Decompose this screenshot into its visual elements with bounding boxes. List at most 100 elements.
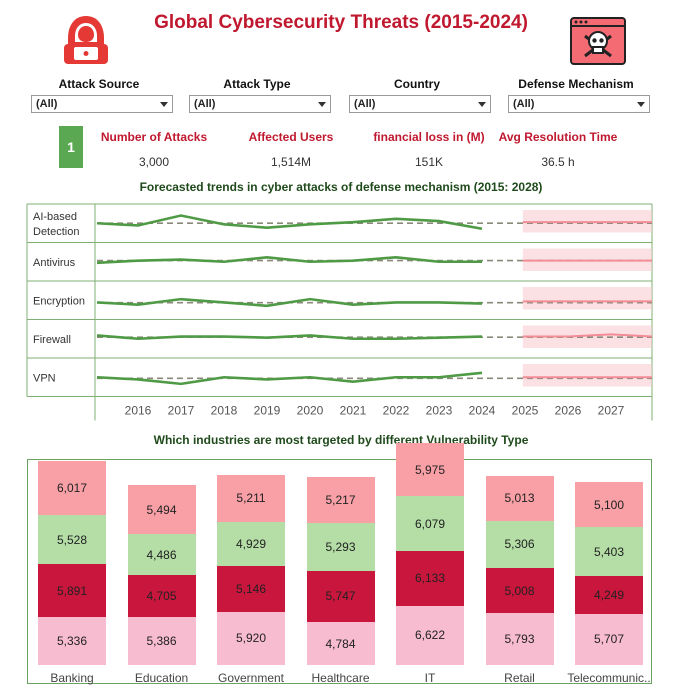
bar-segment[interactable] [127, 485, 196, 535]
bar-value-label: 4,705 [146, 588, 177, 603]
bar-segment[interactable] [396, 550, 464, 606]
series-line-0 [96, 214, 483, 231]
bar-value-label: 5,975 [414, 462, 446, 477]
kpi-index-badge: 1 [59, 126, 83, 168]
category-label: Telecommunic.. [567, 671, 651, 685]
filter-dropdown-3[interactable]: (All) [508, 95, 650, 113]
bar-value-label: 6,133 [414, 571, 446, 586]
bar-value-label: 5,146 [235, 581, 267, 596]
kpi-label-3: Avg Resolution Time [498, 130, 618, 144]
series-line-4 [96, 371, 483, 386]
year-tick-label: 2023 [426, 404, 453, 418]
year-tick-label: 2027 [598, 404, 625, 418]
bar-segment[interactable] [306, 622, 375, 665]
year-tick-label: 2024 [469, 404, 496, 418]
bar-value-label: 6,622 [414, 628, 446, 643]
filter-label-0: Attack Source [58, 77, 140, 91]
bar-value-label: 4,784 [325, 636, 356, 651]
bar-segment[interactable] [575, 613, 643, 665]
bar-segment[interactable] [38, 461, 106, 515]
bar-segment[interactable] [396, 442, 464, 497]
series-line-3 [96, 334, 483, 341]
forecast-line-3 [522, 333, 653, 338]
filter-label-2: Country [394, 77, 440, 91]
chevron-down-icon [637, 102, 645, 107]
bar-value-label: 5,403 [593, 544, 625, 559]
bar-value-label: 5,211 [236, 491, 266, 506]
bar-segment[interactable] [575, 575, 643, 614]
bar-segment[interactable] [485, 613, 554, 665]
category-label: Healthcare [311, 671, 370, 685]
bar-segment[interactable] [306, 570, 375, 623]
kpi-value-3: 36.5 h [541, 155, 575, 169]
category-label: Retail [504, 671, 535, 685]
chevron-down-icon [478, 102, 486, 107]
bar-segment[interactable] [306, 476, 375, 524]
bar-value-label: 5,100 [593, 497, 625, 512]
filter-dropdown-1[interactable]: (All) [189, 95, 331, 113]
bar-segment[interactable] [217, 611, 285, 665]
year-tick-label: 2025 [512, 404, 539, 418]
chevron-down-icon [160, 102, 168, 107]
filter-dropdown-0[interactable]: (All) [31, 95, 173, 113]
bar-value-label: 5,920 [235, 631, 267, 646]
bar-value-label: 5,793 [504, 632, 535, 647]
bar-segment[interactable] [127, 616, 196, 665]
filter-dropdown-value: (All) [194, 98, 216, 110]
bar-value-label: 6,079 [414, 516, 446, 531]
bar-segment[interactable] [217, 475, 285, 522]
hacker-hood-icon [64, 16, 108, 64]
category-label: Banking [50, 671, 94, 685]
page-title: Global Cybersecurity Threats (2015-2024) [154, 12, 528, 33]
series-line-2 [96, 297, 483, 308]
bar-value-label: 5,494 [146, 502, 177, 517]
forecast-chart-title: Forecasted trends in cyber attacks of de… [139, 180, 543, 194]
bar-segment[interactable] [127, 534, 196, 575]
bar-value-label: 5,386 [146, 633, 177, 648]
bar-segment[interactable] [575, 481, 643, 528]
kpi-label-2: financial loss in (M) [373, 130, 485, 144]
year-tick-label: 2021 [340, 404, 367, 418]
bar-segment[interactable] [217, 565, 285, 612]
filter-label-1: Attack Type [223, 77, 291, 91]
bar-value-label: 5,008 [504, 583, 535, 598]
bar-segment[interactable] [38, 564, 106, 618]
forecast-band [522, 364, 652, 387]
bar-value-label: 5,013 [504, 491, 535, 506]
bar-segment[interactable] [127, 574, 196, 617]
bar-segment[interactable] [306, 523, 375, 571]
bar-segment[interactable] [396, 605, 464, 665]
bar-segment[interactable] [396, 496, 464, 551]
bar-chart-title: Which industries are most targeted by di… [153, 433, 529, 447]
bar-segment[interactable] [38, 514, 106, 565]
bar-value-label: 5,707 [593, 632, 625, 647]
bar-value-label: 5,891 [56, 583, 88, 598]
bar-segment[interactable] [485, 520, 554, 569]
row-label: Antivirus [33, 257, 76, 269]
category-label: Education [134, 671, 189, 685]
chevron-down-icon [318, 102, 326, 107]
row-label: Encryption [33, 295, 85, 307]
kpi-value-2: 151K [414, 155, 444, 169]
bar-value-label: 4,486 [146, 547, 177, 562]
filter-dropdown-value: (All) [354, 98, 376, 110]
filter-dropdown-value: (All) [513, 98, 535, 110]
bar-value-label: 4,929 [235, 536, 267, 551]
bar-segment[interactable] [485, 475, 554, 521]
bar-value-label: 6,017 [56, 480, 88, 495]
kpi-value-1: 1,514M [270, 155, 312, 169]
forecast-chart: AI-based Detection Antivirus Encryption Fire… [26, 203, 653, 421]
kpi-label-0: Number of Attacks [100, 130, 208, 144]
year-tick-label: 2020 [297, 404, 324, 418]
filter-dropdown-2[interactable]: (All) [349, 95, 491, 113]
category-label: Government [217, 671, 285, 685]
row-label: Firewall [33, 334, 71, 346]
bar-segment[interactable] [575, 527, 643, 576]
bar-value-label: 5,747 [325, 589, 356, 604]
bar-value-label: 5,306 [504, 537, 535, 552]
bar-segment[interactable] [485, 568, 554, 614]
forecast-band [522, 287, 652, 310]
bar-segment[interactable] [38, 617, 106, 665]
bar-segment[interactable] [217, 521, 285, 566]
series-line-1 [96, 256, 482, 265]
